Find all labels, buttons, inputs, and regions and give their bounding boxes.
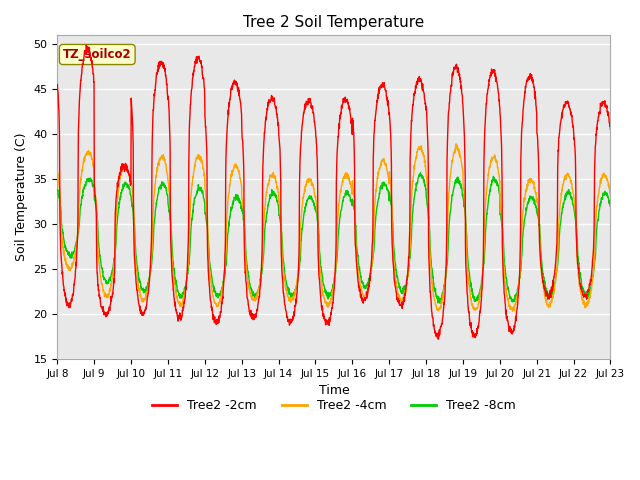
X-axis label: Time: Time <box>319 384 349 397</box>
Y-axis label: Soil Temperature (C): Soil Temperature (C) <box>15 133 28 262</box>
Title: Tree 2 Soil Temperature: Tree 2 Soil Temperature <box>243 15 424 30</box>
Legend: Tree2 -2cm, Tree2 -4cm, Tree2 -8cm: Tree2 -2cm, Tree2 -4cm, Tree2 -8cm <box>147 395 521 418</box>
Text: TZ_soilco2: TZ_soilco2 <box>63 48 132 61</box>
